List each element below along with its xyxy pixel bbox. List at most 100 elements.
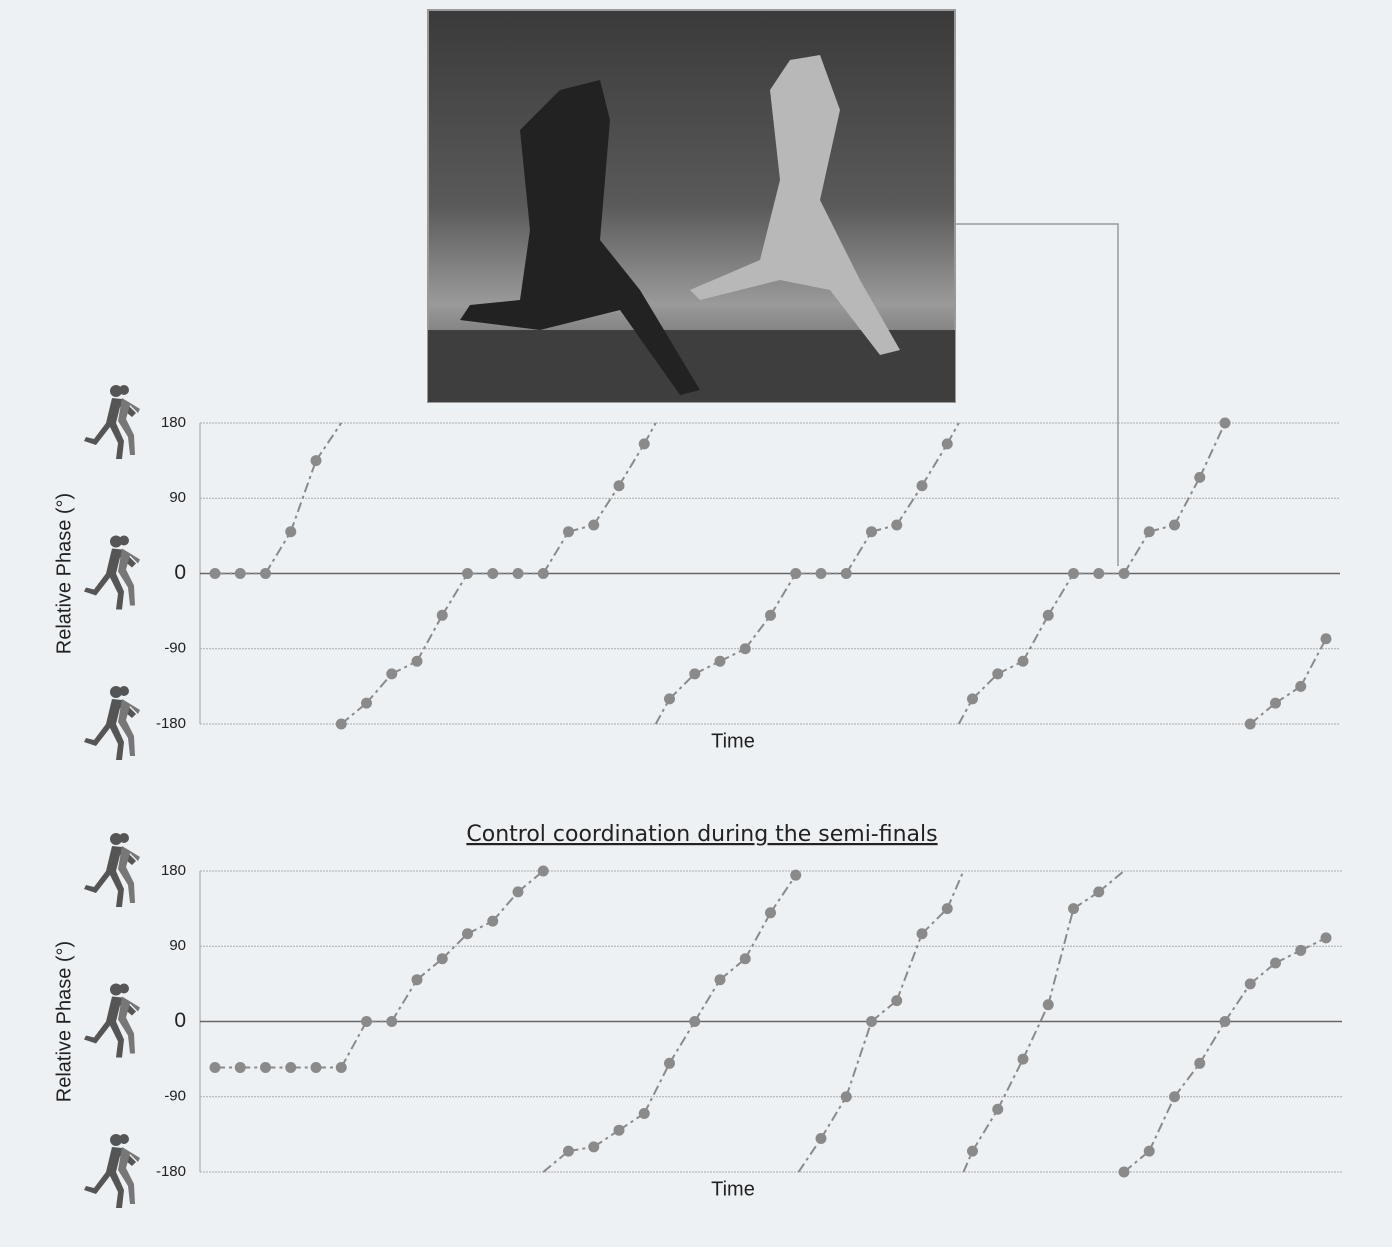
y-axis-label: Relative Phase (°) <box>53 493 75 654</box>
point <box>1143 1145 1155 1157</box>
line-segment <box>1022 1004 1050 1060</box>
point <box>1017 655 1029 667</box>
line-segment <box>441 572 469 616</box>
point <box>563 526 574 538</box>
point <box>840 568 852 579</box>
line-segment <box>820 1096 848 1140</box>
point <box>1042 999 1054 1011</box>
point <box>941 903 953 915</box>
line-segment <box>1198 1020 1226 1064</box>
line-segment <box>1123 531 1151 575</box>
point <box>664 693 675 705</box>
line-segment <box>416 614 444 662</box>
point <box>638 438 650 450</box>
runner-icon <box>84 385 140 459</box>
point <box>1295 680 1307 692</box>
line-segment <box>618 443 646 487</box>
line-segment <box>1299 638 1327 687</box>
y-tick-label: 90 <box>169 937 186 954</box>
point <box>613 1124 625 1136</box>
point <box>436 953 448 965</box>
point <box>689 668 701 680</box>
connector <box>955 223 1119 566</box>
point <box>588 1141 600 1153</box>
line-segment <box>845 1021 873 1098</box>
point <box>537 568 549 579</box>
point <box>1093 886 1105 898</box>
line-segment <box>390 979 418 1023</box>
point <box>588 519 600 531</box>
line-segment <box>315 422 343 462</box>
point <box>386 1016 398 1027</box>
point <box>1194 471 1206 483</box>
x-axis-label: Time <box>711 730 755 752</box>
point <box>941 438 953 450</box>
y-tick-label: -90 <box>164 640 186 657</box>
line-segment <box>340 1021 368 1068</box>
line-segment <box>542 531 570 575</box>
point <box>739 953 751 965</box>
point <box>537 865 549 877</box>
point <box>1118 568 1130 579</box>
point <box>1320 633 1332 645</box>
point <box>840 1091 852 1103</box>
line-segment <box>592 485 620 526</box>
point <box>967 693 978 705</box>
point <box>916 480 928 492</box>
line-segment <box>1047 908 1075 1006</box>
x-axis-label: Time <box>711 1178 755 1200</box>
point <box>866 526 877 538</box>
point <box>714 974 726 986</box>
line-segment <box>895 485 923 526</box>
point <box>613 480 625 492</box>
runner-icon <box>84 983 140 1058</box>
point <box>487 568 499 579</box>
point <box>916 928 928 940</box>
point <box>1194 1057 1206 1069</box>
line-segment <box>264 531 292 575</box>
point <box>386 668 398 680</box>
line-segment <box>971 673 999 700</box>
point <box>234 1061 246 1073</box>
y-tick-label: 180 <box>161 414 186 431</box>
point <box>285 1061 297 1073</box>
line-segment <box>1198 422 1226 478</box>
runner-icon <box>84 833 140 907</box>
point <box>790 869 802 881</box>
point <box>866 1016 877 1027</box>
point <box>285 526 297 538</box>
point <box>260 568 271 579</box>
runner-icon <box>84 686 140 760</box>
point <box>512 568 524 579</box>
line-segment <box>668 673 696 700</box>
line-segment <box>441 932 469 960</box>
point <box>436 609 448 621</box>
point <box>1219 1016 1231 1027</box>
point <box>689 1016 701 1027</box>
point <box>1270 697 1281 709</box>
line-segment <box>744 614 772 650</box>
line-segment <box>1148 1096 1176 1152</box>
line-segment <box>769 572 797 616</box>
point <box>1169 519 1180 531</box>
line-segment <box>1047 572 1075 616</box>
y-tick-label: -180 <box>156 715 186 732</box>
point <box>310 1061 322 1073</box>
point <box>1270 957 1281 969</box>
point <box>1244 718 1256 730</box>
point <box>1320 932 1332 944</box>
point <box>512 886 524 898</box>
y-tick-label: 0 <box>174 1009 186 1032</box>
line-segment <box>643 1062 671 1114</box>
y-tick-label: 90 <box>169 489 186 506</box>
line-segment <box>769 874 797 914</box>
line-segment <box>921 907 948 935</box>
line-segment <box>1173 476 1201 526</box>
point <box>1093 568 1105 579</box>
point <box>462 568 473 579</box>
point <box>411 974 423 986</box>
point <box>664 1057 675 1069</box>
point <box>310 455 322 467</box>
point <box>815 1133 827 1145</box>
